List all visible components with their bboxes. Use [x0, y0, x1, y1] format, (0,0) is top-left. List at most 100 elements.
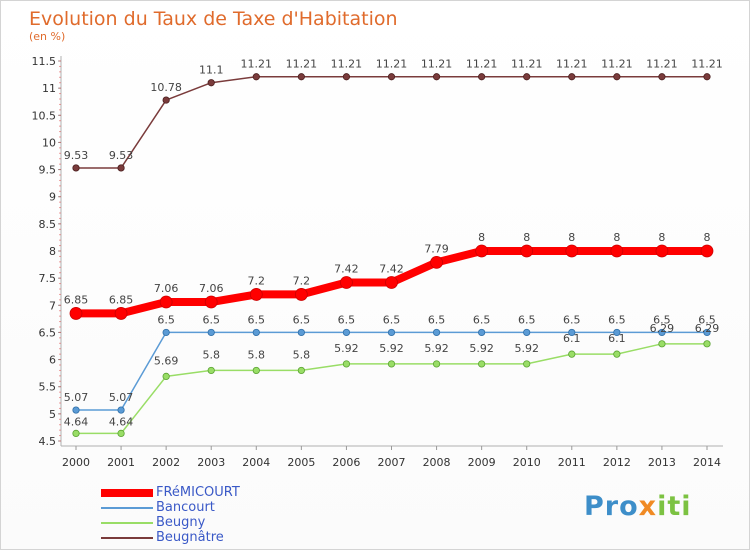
y-minor-tick — [59, 71, 61, 73]
y-minor-tick — [59, 125, 61, 127]
y-tick-label: 11 — [42, 82, 56, 95]
data-point-2 — [703, 340, 711, 348]
data-label-2: 5.92 — [334, 342, 359, 355]
y-minor-tick — [59, 76, 61, 78]
y-tick-label: 8.5 — [39, 218, 57, 231]
data-label-3: 11.21 — [376, 58, 408, 71]
data-point-2 — [297, 366, 305, 375]
y-minor-tick — [59, 212, 61, 214]
data-point-1 — [432, 328, 441, 337]
y-minor-tick — [59, 293, 61, 295]
data-point-0 — [385, 276, 398, 289]
y-minor-tick — [59, 413, 61, 415]
x-tick-label: 2014 — [693, 456, 721, 469]
data-label-0: 8 — [613, 231, 620, 244]
data-label-3: 11.1 — [199, 64, 224, 77]
data-label-3: 11.21 — [556, 58, 588, 71]
data-label-0: 8 — [523, 231, 530, 244]
data-point-1 — [478, 328, 486, 337]
logo-part-1: Pro — [584, 491, 639, 522]
data-label-0: 6.85 — [109, 293, 134, 306]
y-minor-tick — [59, 169, 61, 171]
data-label-0: 7.79 — [424, 242, 449, 255]
y-tick-label: 11.5 — [32, 55, 57, 68]
data-label-0: 7.2 — [293, 274, 311, 287]
y-minor-tick — [59, 217, 61, 219]
x-tick-label: 2007 — [378, 456, 406, 469]
data-label-1: 6.5 — [653, 313, 671, 326]
y-minor-tick — [59, 272, 61, 274]
data-point-1 — [162, 328, 170, 337]
data-label-0: 7.06 — [199, 282, 224, 295]
data-label-1: 6.5 — [428, 313, 446, 326]
data-point-3 — [207, 79, 215, 87]
y-minor-tick — [59, 223, 61, 225]
y-minor-tick — [59, 60, 61, 62]
data-label-2: 5.8 — [248, 348, 266, 361]
legend-label-fremicourt: FRéMICOURT — [156, 485, 240, 500]
data-label-1: 6.5 — [202, 313, 220, 326]
legend-label-beugny: Beugny — [156, 515, 206, 530]
y-tick-label: 5 — [49, 408, 56, 421]
y-minor-tick — [59, 131, 61, 133]
y-minor-tick — [59, 152, 61, 154]
y-minor-tick — [59, 93, 61, 95]
y-minor-tick — [59, 402, 61, 404]
y-tick-label: 7 — [49, 299, 56, 312]
y-minor-tick — [59, 326, 61, 328]
data-point-3 — [613, 73, 621, 81]
data-point-1 — [568, 328, 576, 337]
data-point-1 — [252, 328, 260, 337]
y-tick-label: 8 — [49, 245, 56, 258]
data-label-1: 6.5 — [338, 313, 356, 326]
y-minor-tick — [59, 418, 61, 420]
x-tick-label: 2009 — [468, 456, 496, 469]
y-minor-tick — [59, 424, 61, 426]
data-label-2: 6.29 — [695, 322, 720, 335]
y-tick-label: 10 — [42, 136, 56, 149]
y-minor-tick — [59, 141, 61, 143]
data-label-3: 11.21 — [466, 58, 498, 71]
data-point-2 — [658, 340, 666, 348]
y-minor-tick — [59, 407, 61, 409]
data-point-1 — [387, 328, 396, 337]
data-point-0 — [475, 244, 489, 258]
legend-swatch-fremicourt — [101, 489, 153, 497]
x-tick-label: 2002 — [152, 456, 180, 469]
data-point-3 — [478, 73, 486, 81]
data-point-3 — [703, 73, 711, 81]
data-label-0: 7.06 — [154, 282, 179, 295]
y-minor-tick — [59, 288, 61, 290]
data-label-3: 11.21 — [601, 58, 633, 71]
data-point-0 — [249, 288, 263, 301]
data-point-2 — [117, 429, 125, 437]
data-label-0: 7.42 — [379, 262, 404, 275]
x-tick-label: 2013 — [648, 456, 676, 469]
data-label-1: 5.07 — [64, 391, 89, 404]
legend-swatch-beugny — [101, 522, 153, 524]
data-label-2: 4.64 — [64, 415, 89, 428]
logo-part-2: x — [638, 491, 658, 522]
data-point-1 — [117, 406, 125, 414]
y-minor-tick — [59, 359, 61, 361]
x-tick-label: 2000 — [62, 456, 90, 469]
y-minor-tick — [59, 348, 61, 350]
data-label-0: 7.2 — [248, 274, 266, 287]
data-label-0: 6.85 — [64, 293, 89, 306]
data-label-1: 6.5 — [248, 313, 266, 326]
y-minor-tick — [59, 179, 61, 181]
x-tick-label: 2011 — [558, 456, 586, 469]
y-minor-tick — [59, 397, 61, 399]
data-point-1 — [658, 328, 666, 337]
data-point-3 — [252, 73, 260, 81]
y-tick-label: 9 — [49, 191, 56, 204]
data-point-2 — [207, 366, 215, 375]
logo-part-3: iti — [657, 491, 692, 522]
y-minor-tick — [59, 364, 61, 366]
data-label-2: 5.92 — [469, 342, 494, 355]
y-minor-tick — [59, 391, 61, 393]
y-minor-tick — [59, 386, 61, 388]
y-minor-tick — [59, 82, 61, 84]
data-point-2 — [252, 366, 260, 375]
